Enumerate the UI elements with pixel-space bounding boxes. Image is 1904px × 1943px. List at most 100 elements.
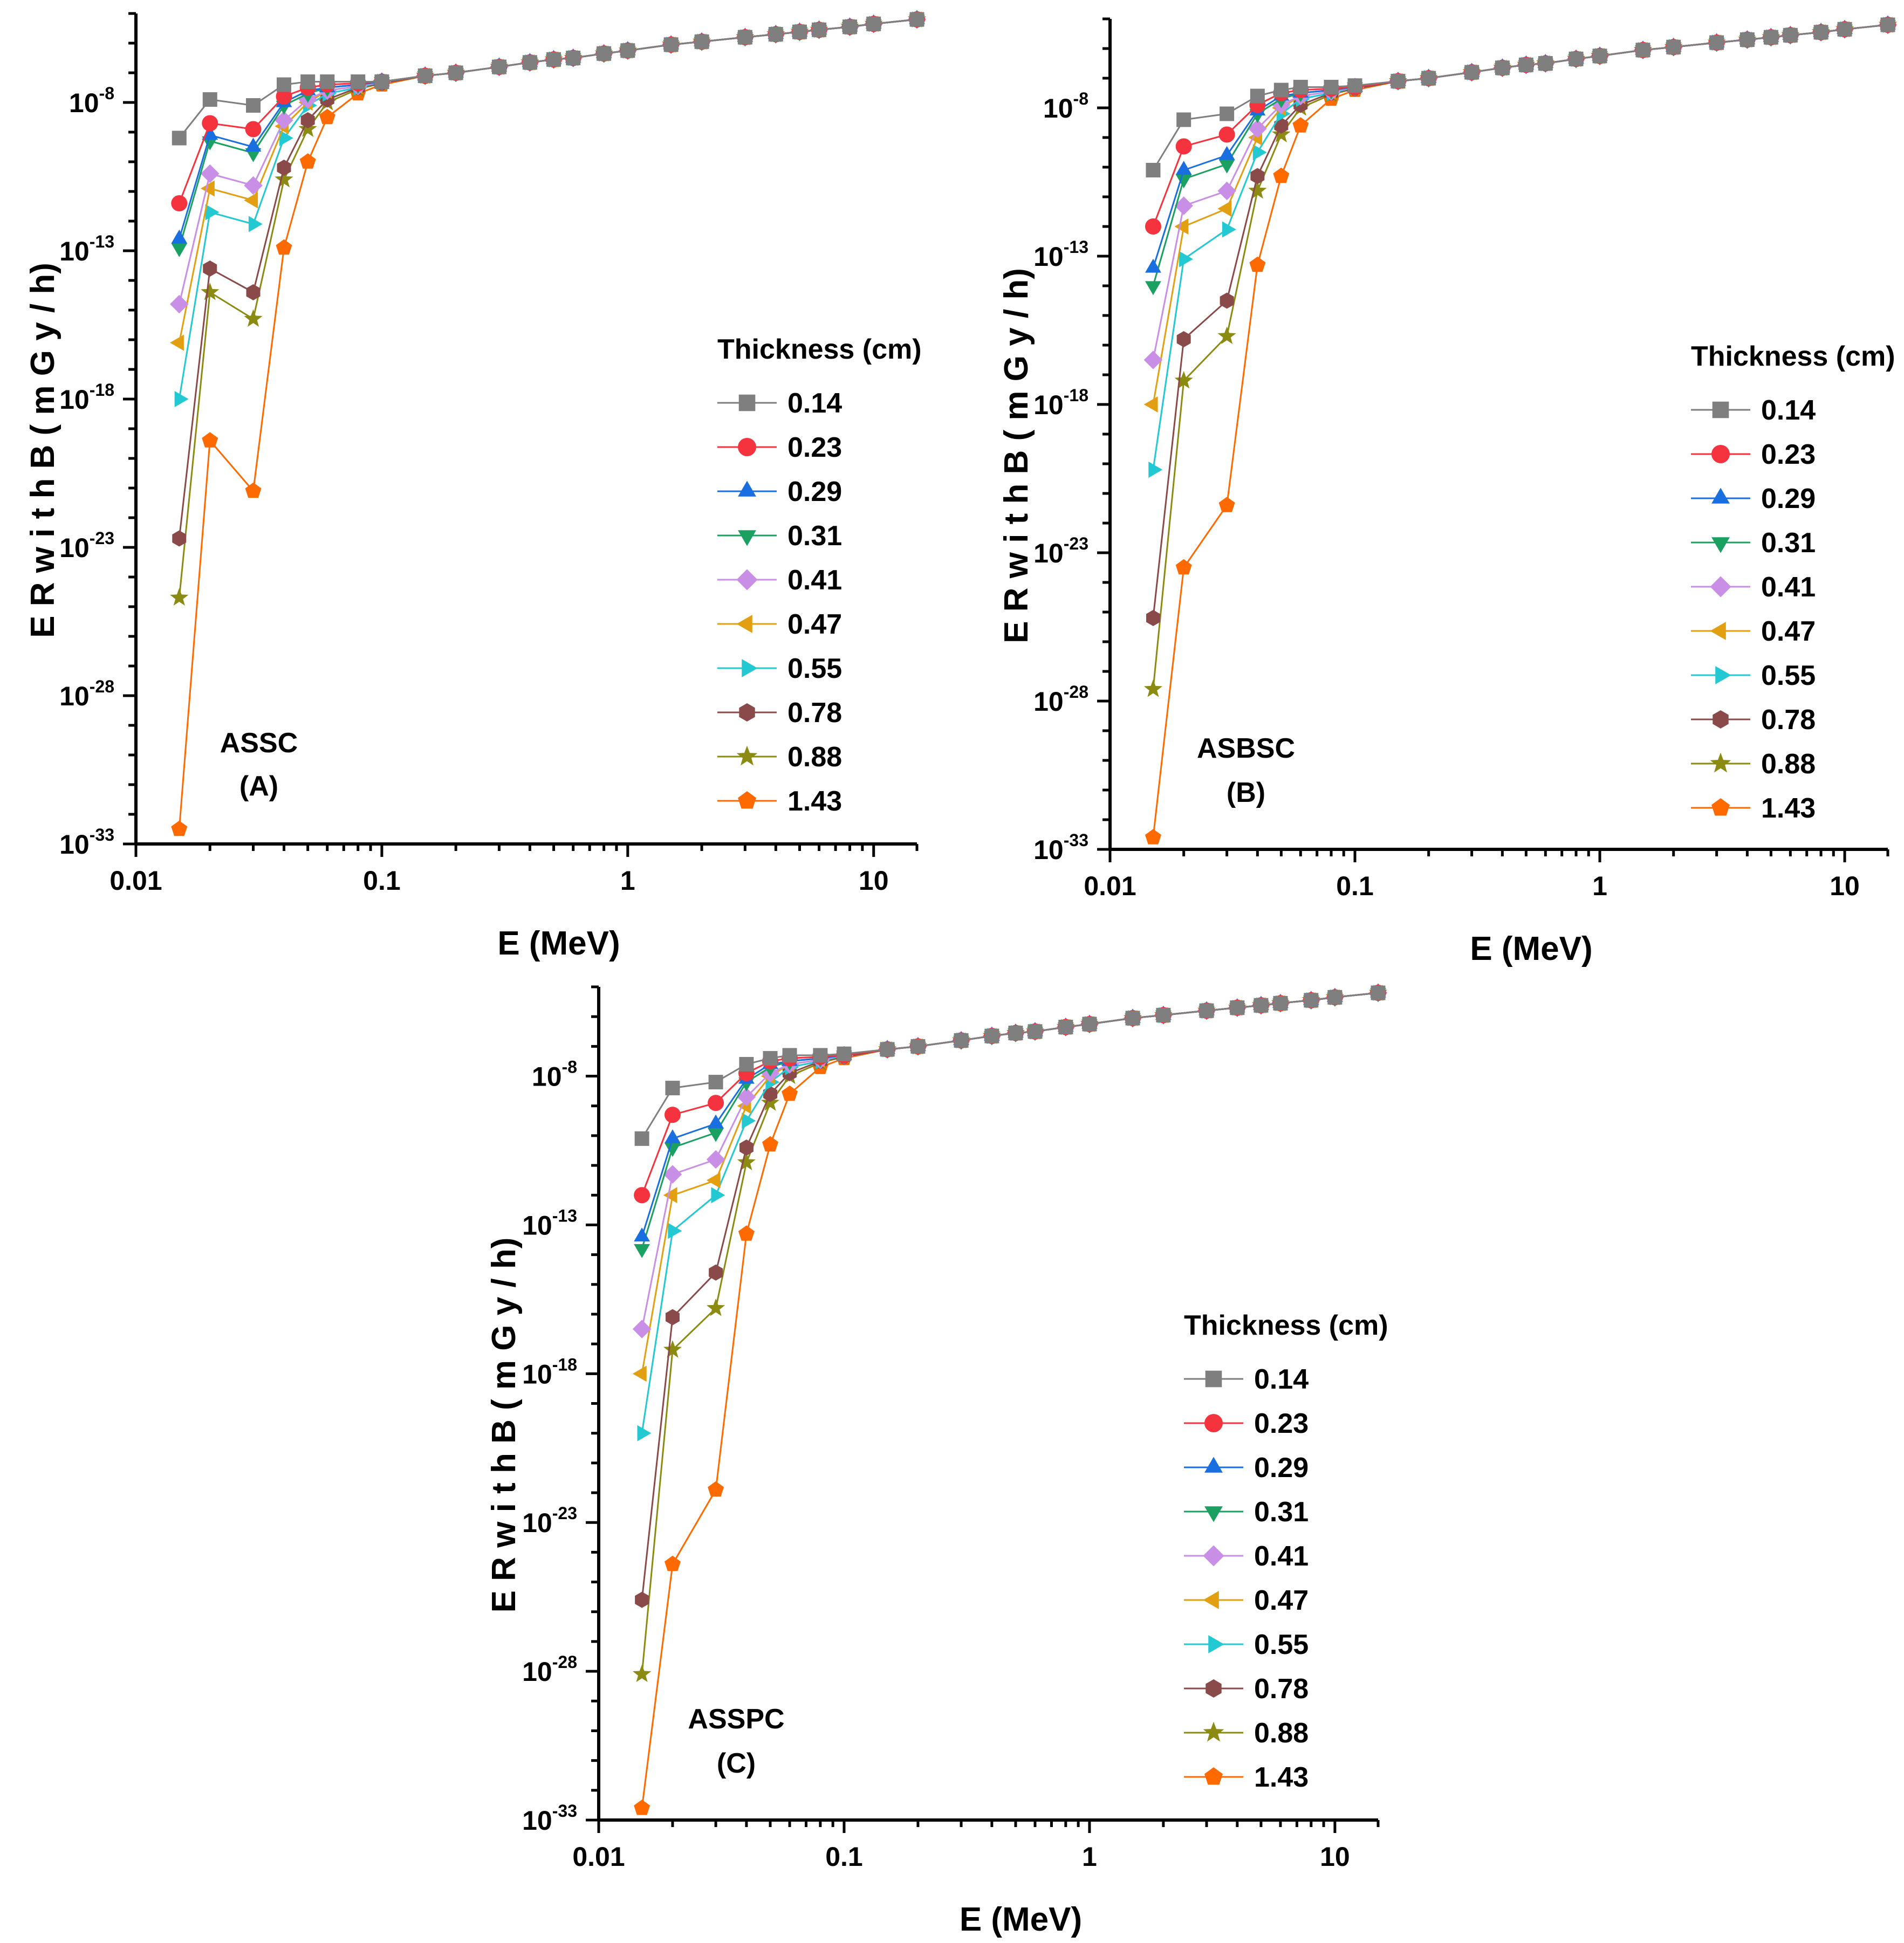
chart-panel-b: 0.01 0.1 1 10 10-33 10-28 10-23 10-18 10-13 10-8 E… (998, 15, 1898, 967)
data-point (170, 294, 189, 314)
legend-marker (1711, 445, 1730, 463)
legend-marker (1208, 1635, 1224, 1653)
y-tick-label: 10-13 (59, 232, 114, 266)
data-point (351, 74, 366, 89)
y-tick-label: 10-23 (1033, 534, 1088, 568)
data-point (737, 1152, 756, 1171)
data-point (203, 260, 217, 277)
legend-label: 0.78 (1761, 704, 1816, 736)
data-point (1371, 985, 1386, 1000)
legend-label: 0.31 (1761, 527, 1816, 559)
legend-label: 0.29 (1254, 1452, 1309, 1484)
data-point (1739, 32, 1755, 47)
data-point (448, 65, 463, 80)
data-point (665, 1143, 681, 1157)
data-point (1125, 1011, 1140, 1026)
data-point (277, 160, 291, 176)
data-point (637, 1425, 652, 1441)
legend-label: 0.23 (1761, 439, 1816, 470)
legend-label: 0.88 (1761, 749, 1816, 780)
data-point (1222, 221, 1236, 238)
data-point (664, 1107, 681, 1123)
legend-marker (1711, 488, 1730, 504)
data-point (171, 243, 188, 257)
data-point (201, 283, 220, 300)
data-point (1250, 88, 1265, 104)
data-point (1230, 1000, 1245, 1015)
data-point (276, 88, 292, 105)
data-point (782, 1048, 797, 1063)
data-point (276, 77, 291, 92)
data-point (1464, 65, 1480, 80)
data-point (245, 121, 262, 138)
data-point (1391, 74, 1406, 88)
y-tick-label: 10-8 (69, 84, 114, 118)
data-point (245, 138, 262, 152)
legend-label: 0.88 (1254, 1718, 1309, 1749)
legend-marker (1204, 1414, 1223, 1432)
data-point (276, 239, 292, 255)
data-point (634, 1131, 649, 1146)
data-point (1709, 35, 1724, 50)
x-tick-label: 10 (1830, 871, 1860, 901)
panel-label: (A) (239, 771, 278, 802)
data-point (1028, 1024, 1043, 1039)
data-point (597, 46, 612, 61)
data-point (1273, 995, 1288, 1011)
legend-marker (1205, 1370, 1222, 1388)
data-point (1145, 218, 1161, 235)
data-point (1518, 57, 1533, 72)
data-point (708, 1481, 724, 1497)
data-point (1218, 126, 1235, 143)
data-point (763, 1051, 778, 1066)
data-point (1220, 292, 1234, 309)
sample-annotation: ASBSC (1197, 733, 1295, 764)
data-point (1592, 49, 1607, 64)
data-point (1218, 497, 1235, 512)
data-point (522, 55, 537, 70)
data-point (668, 1223, 682, 1239)
data-point (1143, 396, 1158, 413)
data-point (1174, 218, 1189, 235)
data-point (634, 1227, 650, 1242)
legend-label: 0.41 (787, 565, 842, 596)
x-tick-label: 0.1 (363, 866, 401, 896)
y-tick-label: 10-28 (59, 677, 114, 711)
legend-marker (1206, 1679, 1222, 1698)
data-point (1248, 181, 1267, 199)
data-point (909, 12, 924, 27)
data-point (837, 1046, 852, 1061)
y-tick-label: 10-23 (522, 1503, 577, 1538)
data-point (202, 432, 218, 448)
y-tick-label: 10-33 (1033, 830, 1088, 865)
data-point (246, 284, 261, 300)
data-point (1175, 138, 1192, 155)
data-point (245, 482, 262, 498)
data-point (1174, 371, 1193, 389)
data-point (1763, 30, 1778, 45)
data-point (1273, 167, 1290, 183)
data-point (663, 1340, 682, 1358)
data-point (1252, 144, 1267, 161)
x-axis-title: E (MeV) (497, 925, 620, 962)
data-point (813, 1048, 828, 1063)
data-point (374, 74, 389, 89)
y-tick-label: 10-18 (522, 1355, 577, 1389)
legend-marker (1710, 622, 1726, 640)
data-point (246, 98, 261, 113)
data-point (244, 192, 258, 209)
data-point (632, 1365, 647, 1382)
data-point (663, 1165, 682, 1184)
legend-label: 0.55 (787, 653, 842, 684)
data-point (205, 204, 220, 221)
legend-marker (1203, 1545, 1224, 1567)
data-point (1217, 201, 1232, 217)
data-point (1293, 80, 1308, 94)
x-tick-label: 10 (859, 866, 889, 896)
y-tick-label: 10-8 (532, 1058, 577, 1092)
legend-label: 0.31 (787, 520, 842, 552)
data-point (738, 1225, 755, 1241)
data-point (1156, 1007, 1171, 1022)
data-point (1218, 146, 1235, 160)
legend-marker (738, 394, 756, 411)
